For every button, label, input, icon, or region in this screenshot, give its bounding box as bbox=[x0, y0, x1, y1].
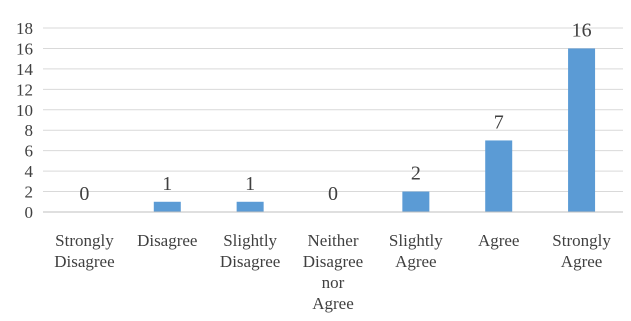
data-label: 16 bbox=[572, 19, 592, 41]
data-label: 7 bbox=[494, 111, 504, 133]
bar bbox=[236, 201, 264, 212]
bars bbox=[153, 48, 596, 212]
y-tick-label: 6 bbox=[25, 142, 34, 161]
y-tick-label: 18 bbox=[16, 19, 33, 38]
gridlines bbox=[43, 27, 623, 193]
bar bbox=[153, 201, 181, 212]
category-label: Disagree bbox=[54, 252, 114, 271]
bar bbox=[485, 140, 513, 212]
y-tick-label: 8 bbox=[25, 121, 34, 140]
category-label: Agree bbox=[561, 252, 603, 271]
category-label: Disagree bbox=[137, 231, 197, 250]
category-label: Slightly bbox=[389, 231, 443, 250]
category-label: Agree bbox=[478, 231, 520, 250]
category-label: Agree bbox=[395, 252, 437, 271]
y-tick-label: 0 bbox=[25, 203, 34, 222]
y-tick-label: 12 bbox=[16, 80, 33, 99]
category-label: Agree bbox=[312, 294, 354, 313]
y-tick-label: 2 bbox=[25, 183, 34, 202]
category-label: Disagree bbox=[303, 252, 363, 271]
data-label: 2 bbox=[411, 163, 421, 185]
category-label: nor bbox=[322, 273, 345, 292]
category-label: Strongly bbox=[55, 231, 114, 250]
y-tick-label: 4 bbox=[25, 162, 34, 181]
y-tick-label: 14 bbox=[16, 60, 34, 79]
category-label: Disagree bbox=[220, 252, 280, 271]
y-tick-label: 16 bbox=[16, 39, 33, 58]
data-label: 1 bbox=[162, 173, 172, 195]
bar bbox=[568, 48, 596, 212]
data-label: 1 bbox=[245, 173, 255, 195]
labels: 0246810121416180StronglyDisagree1Disagre… bbox=[16, 19, 611, 313]
bar bbox=[402, 191, 430, 212]
data-label: 0 bbox=[79, 183, 89, 205]
data-label: 0 bbox=[328, 183, 338, 205]
category-label: Strongly bbox=[552, 231, 611, 250]
category-label: Slightly bbox=[223, 231, 277, 250]
y-tick-label: 10 bbox=[16, 101, 33, 120]
category-label: Neither bbox=[308, 231, 359, 250]
